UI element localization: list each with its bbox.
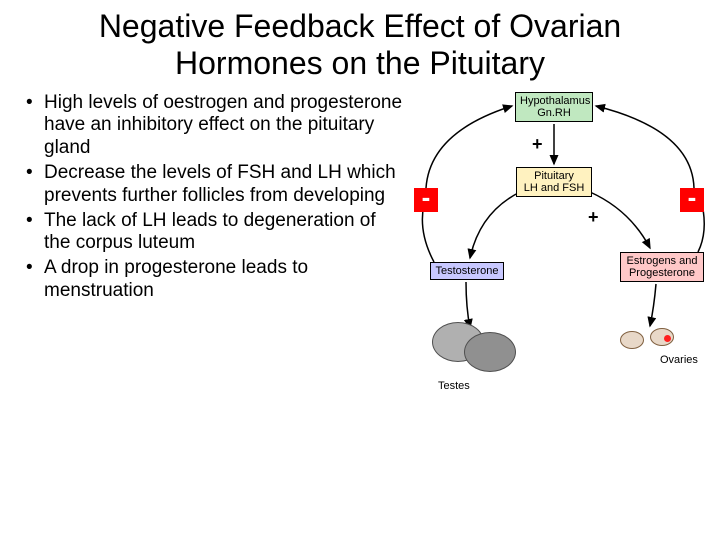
content-row: High levels of oestrogen and progesteron…: [0, 92, 720, 422]
bullet-item: Decrease the levels of FSH and LH which …: [24, 162, 404, 208]
testes-label: Testes: [438, 380, 470, 392]
feedback-diagram: HypothalamusGn.RH PituitaryLH and FSH Te…: [410, 92, 710, 422]
bullet-item: The lack of LH leads to degeneration of …: [24, 210, 404, 256]
testosterone-box: Testosterone: [430, 262, 504, 280]
minus-icon: -: [414, 188, 438, 212]
ovaries-label: Ovaries: [660, 354, 698, 366]
estrogens-label: Estrogens andProgesterone: [627, 255, 698, 280]
ovary-spot: [664, 335, 671, 342]
bullet-item: A drop in progesterone leads to menstrua…: [24, 257, 404, 303]
bullet-list: High levels of oestrogen and progesteron…: [24, 92, 404, 422]
hypothalamus-box: HypothalamusGn.RH: [515, 92, 593, 122]
pituitary-label: PituitaryLH and FSH: [524, 170, 585, 195]
minus-icon: -: [680, 188, 704, 212]
bullet-item: High levels of oestrogen and progesteron…: [24, 92, 404, 160]
estrogens-box: Estrogens andProgesterone: [620, 252, 704, 282]
testosterone-label: Testosterone: [436, 265, 499, 277]
ovary-shape: [620, 331, 644, 349]
plus-icon: +: [532, 134, 543, 155]
plus-icon: +: [588, 207, 599, 228]
page-title: Negative Feedback Effect of Ovarian Horm…: [0, 0, 720, 92]
hypothalamus-label: HypothalamusGn.RH: [520, 95, 590, 120]
pituitary-box: PituitaryLH and FSH: [516, 167, 592, 197]
testis-shape: [464, 332, 516, 372]
